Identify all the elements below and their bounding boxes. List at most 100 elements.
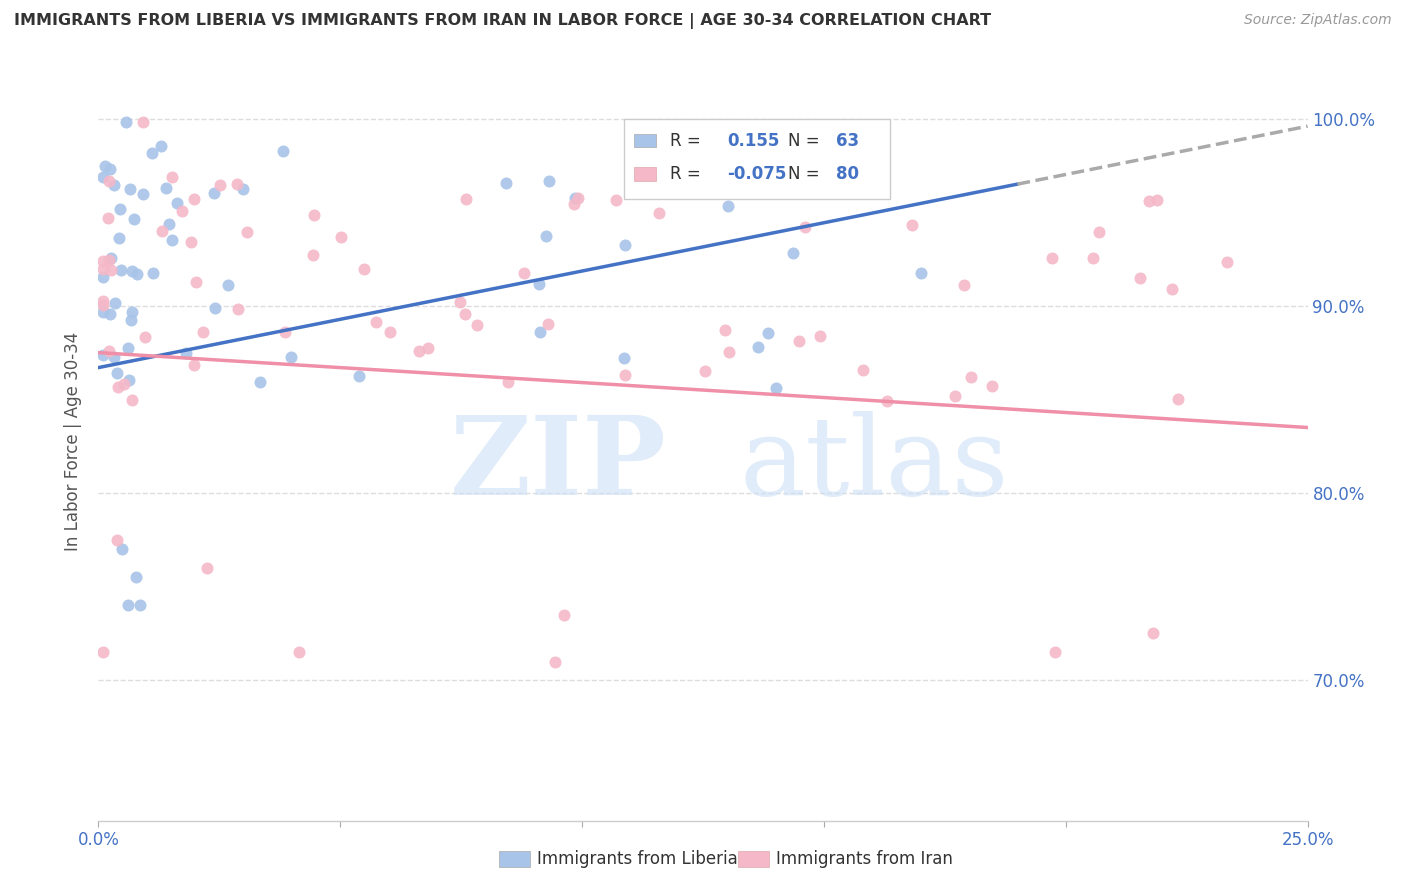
Point (648, 206, 671, 220)
Point (108, 231, 131, 245)
Point (94, 159, 117, 173)
Text: atlas: atlas (740, 411, 1010, 517)
Point (449, 294, 471, 309)
Point (105, 366, 128, 380)
Text: Immigrants from Liberia: Immigrants from Liberia (537, 850, 738, 868)
Point (176, 346, 198, 360)
Point (160, 233, 183, 247)
Point (562, 196, 585, 211)
Point (91, 293, 114, 308)
Point (204, 186, 226, 201)
Text: 0.155: 0.155 (727, 131, 779, 150)
Point (801, 184, 824, 198)
Point (280, 350, 302, 364)
Point (271, 145, 294, 159)
Point (91, 254, 114, 268)
Point (347, 369, 370, 384)
Point (737, 166, 759, 180)
Point (948, 870, 970, 884)
Text: IMMIGRANTS FROM LIBERIA VS IMMIGRANTS FROM IRAN IN LABOR FORCE | AGE 30-34 CORRE: IMMIGRANTS FROM LIBERIA VS IMMIGRANTS FR… (14, 13, 991, 29)
Point (1167, 392, 1189, 406)
Point (122, 212, 145, 227)
Point (567, 191, 589, 205)
Point (120, 313, 142, 327)
Point (217, 278, 239, 293)
Y-axis label: In Labor Force | Age 30-34: In Labor Force | Age 30-34 (65, 332, 83, 551)
Point (1142, 626, 1164, 640)
Point (1043, 645, 1066, 659)
Point (97, 211, 120, 225)
Point (100, 263, 122, 277)
Point (180, 235, 202, 249)
Point (718, 345, 741, 359)
Point (114, 377, 136, 392)
Point (193, 325, 215, 339)
Point (901, 218, 924, 232)
Point (195, 561, 218, 575)
Point (172, 203, 194, 218)
Text: N =: N = (787, 131, 820, 150)
Point (943, 389, 966, 403)
Point (121, 392, 143, 407)
Point (416, 341, 439, 355)
Point (107, 380, 129, 394)
Point (747, 340, 769, 354)
Point (166, 195, 188, 210)
Point (155, 180, 177, 194)
Point (91, 298, 114, 312)
Point (728, 171, 751, 186)
Point (302, 208, 325, 222)
Point (512, 266, 534, 280)
Point (714, 323, 737, 337)
Point (125, 570, 148, 584)
Point (640, 175, 662, 189)
Point (226, 302, 249, 317)
Point (852, 363, 875, 377)
Point (808, 329, 831, 343)
Point (756, 326, 779, 341)
Text: N =: N = (787, 165, 820, 183)
Point (465, 318, 488, 332)
Point (141, 145, 163, 160)
Point (103, 350, 125, 364)
Point (793, 219, 815, 234)
Point (98, 307, 121, 321)
Point (121, 263, 143, 277)
Point (209, 841, 232, 855)
Point (614, 368, 637, 382)
Point (160, 170, 183, 185)
Point (1129, 271, 1152, 285)
Point (454, 307, 477, 321)
Point (302, 248, 325, 262)
Point (98, 252, 121, 267)
Point (204, 301, 226, 315)
Point (183, 192, 205, 206)
Point (495, 176, 517, 190)
Point (787, 334, 810, 348)
Point (288, 645, 311, 659)
Point (150, 224, 173, 238)
Text: Immigrants from Iran: Immigrants from Iran (776, 850, 953, 868)
Text: R =: R = (671, 131, 702, 150)
Point (91, 262, 114, 277)
Point (1146, 193, 1168, 207)
Text: -0.075: -0.075 (727, 165, 786, 183)
Point (364, 315, 387, 329)
Point (1088, 225, 1111, 239)
Point (97, 344, 120, 359)
Point (537, 317, 560, 331)
Point (142, 266, 165, 280)
Point (353, 261, 375, 276)
Point (454, 192, 477, 206)
Point (225, 177, 247, 191)
Point (408, 344, 430, 359)
Point (91, 170, 114, 185)
Point (529, 325, 551, 339)
Text: 63: 63 (837, 131, 859, 150)
Point (1081, 251, 1104, 265)
Text: 80: 80 (837, 165, 859, 183)
Point (699, 145, 721, 159)
Point (553, 607, 575, 622)
Point (380, 325, 402, 339)
Point (605, 193, 627, 207)
